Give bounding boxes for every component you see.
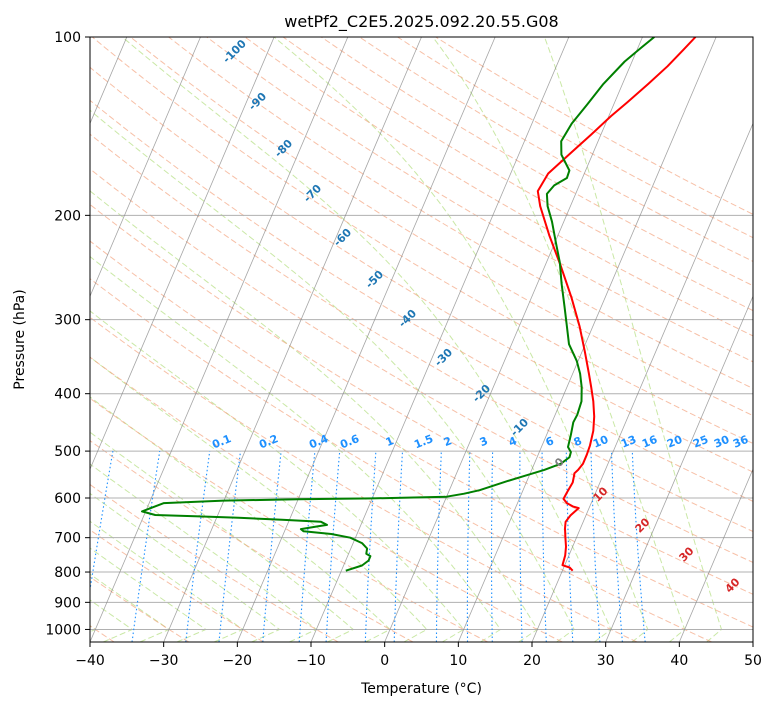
mixing-ratio-line [262,451,282,642]
moist-adiabat-line [273,37,649,642]
x-tick-label: −30 [149,653,179,669]
plot-frame [89,36,754,643]
x-tick-label: 30 [597,653,615,669]
isobar-gridlines [90,37,753,630]
mixing-ratio-label: 3 [478,434,490,449]
sounding-series [141,37,697,572]
x-tick-label: 40 [670,653,688,669]
mixing-ratio-label: 8 [572,434,584,449]
moist-adiabat-line [90,396,391,642]
sounding-line [141,37,655,572]
mixing-ratio-line [218,451,242,642]
moist-adiabat-line [90,547,207,642]
dry-adiabat-line [130,37,753,417]
chart-title: wetPf2_C2E5.2025.092.20.55.G08 [284,12,558,32]
dry-adiabat-line [90,440,414,642]
x-tick-label: 10 [449,653,467,669]
mixing-ratio-label: 36 [731,433,750,451]
isotherm-gridline [310,37,570,642]
mixing-ratio-line [631,451,646,642]
mixing-ratio-label: 30 [712,433,731,451]
isotherm-gridline [236,37,496,642]
isotherm-gridline [163,37,422,642]
y-tick-label: 900 [54,595,81,611]
dry-adiabat-line [90,278,712,642]
plot-area [90,37,753,642]
mixing-ratio-lines [90,451,646,642]
y-tick-label: 200 [54,208,81,224]
dry-adiabats [90,37,753,642]
mixing-ratio-line [131,451,161,642]
isotherm-gridline [605,295,753,642]
y-tick-label: 300 [54,313,81,329]
y-axis-ticks: 1000 900 800 700 600 500 400 300 200 100 [45,30,90,638]
mixing-ratio-label: 2 [442,434,454,449]
moist-adiabat-line [90,190,538,642]
isotherm-gridline [90,37,275,471]
moist-adiabat-line [90,255,502,642]
y-axis-label: Pressure (hPa) [12,289,28,389]
moist-adiabat-line [90,356,428,642]
dry-adiabat-line [90,66,753,473]
mixing-ratio-label: 1 [384,434,396,449]
mixing-ratio-label: 13 [619,433,638,451]
dry-adiabat-line [90,240,753,628]
mixing-ratio-label: 16 [640,433,659,451]
isotherm-gridline [531,122,753,642]
moist-adiabat-line [90,573,170,642]
moist-adiabat-line [90,109,575,642]
dry-adiabat-line [168,37,753,389]
isotherm-gridline [90,37,201,298]
y-tick-label: 600 [54,491,81,507]
mixing-ratio-line [185,451,211,642]
x-tick-label: 50 [744,653,762,669]
dry-adiabat-line [206,37,753,363]
isotherm-gridline [678,468,753,642]
x-tick-label: 20 [523,653,541,669]
dry-adiabat-line [91,37,753,445]
dry-adiabat-line [90,483,339,642]
x-tick-label: −40 [75,653,105,669]
moist-adiabat-line [90,492,281,642]
dry-adiabat-line [435,37,753,215]
x-axis-ticks: −40 −30 −20 −10 0 10 20 30 40 50 [75,642,762,669]
mixing-ratio-label: 20 [665,433,684,451]
moist-adiabat-line [432,37,686,642]
x-tick-label: −20 [223,653,253,669]
isotherm-gridlines [90,37,753,642]
y-tick-label: 700 [54,531,81,547]
x-tick-label: 0 [380,653,389,669]
y-tick-label: 800 [54,565,81,581]
moist-adiabat-line [121,37,612,642]
mixing-ratio-label: 10 [591,433,610,451]
dry-adiabat-line [320,37,753,287]
mixing-ratio-label: 25 [691,433,710,451]
isotherm-gridline [384,37,643,642]
dry-adiabat-line [282,37,753,312]
isotherm-gridline [457,37,717,642]
moist-adiabat-line [544,37,723,642]
sounding-line [536,37,697,572]
mixing-ratio-line [298,451,316,642]
isotherm-gridline [90,37,349,642]
dry-adiabat-line [90,316,638,642]
y-tick-label: 500 [54,444,81,460]
dry-adiabat-line [90,133,753,533]
moist-adiabat-line [90,310,465,642]
y-tick-label: 100 [54,30,81,46]
y-tick-label: 400 [54,387,81,403]
x-tick-label: −10 [296,653,326,669]
y-tick-label: 1000 [45,622,81,638]
x-axis-label: Temperature (°C) [360,681,482,697]
